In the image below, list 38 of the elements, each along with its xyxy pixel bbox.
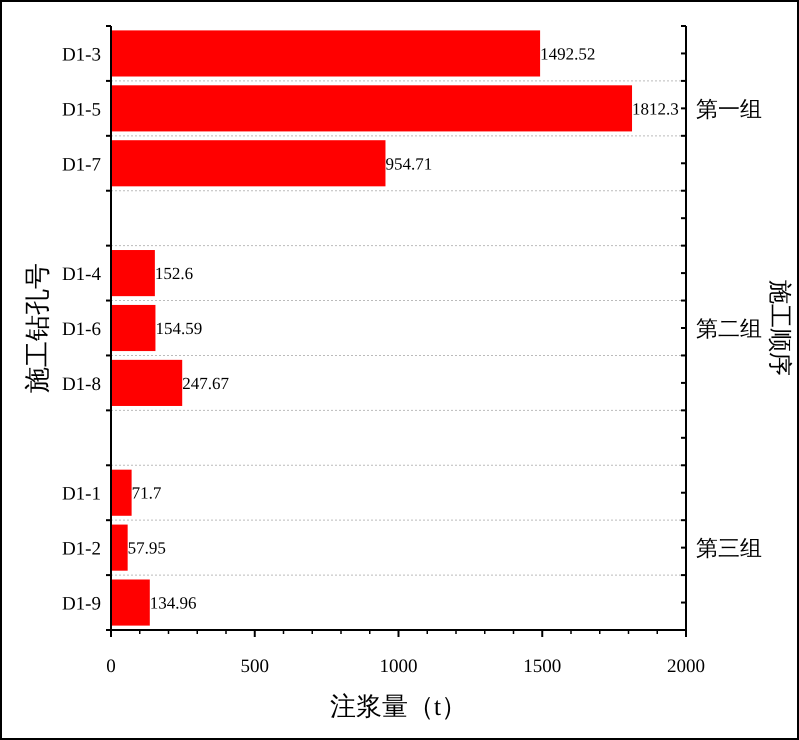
x-tick-label: 1500 xyxy=(523,656,562,677)
text: 第二组 xyxy=(696,316,762,341)
text: 第一组 xyxy=(696,96,762,122)
bar xyxy=(111,304,156,352)
bar xyxy=(111,524,128,571)
data-label: 954.71 xyxy=(385,154,432,174)
x-tick-label: 500 xyxy=(240,656,269,677)
y-tick-label: D1-4 xyxy=(62,264,102,286)
y-axis-title: 施工钻孔号 xyxy=(23,263,52,393)
y-tick-label: D1-1 xyxy=(62,484,101,505)
y-tick-label: D1-8 xyxy=(62,374,101,395)
y-tick-label: D1-2 xyxy=(62,538,101,560)
data-label: 1812.3 xyxy=(632,99,679,118)
y-tick-label: D1-7 xyxy=(62,154,101,176)
data-label: 57.95 xyxy=(128,538,166,558)
data-label: 1492.52 xyxy=(540,44,596,64)
x-tick-label: 0 xyxy=(106,656,116,677)
bar xyxy=(111,579,150,626)
y-tick-label: D1-9 xyxy=(62,594,101,615)
data-label: 247.67 xyxy=(182,374,230,393)
data-label: 154.59 xyxy=(155,319,202,338)
bar xyxy=(111,470,132,516)
bar xyxy=(111,250,155,296)
y2-axis-title: 施工顺序 xyxy=(766,280,793,376)
text: 第三组 xyxy=(696,536,762,561)
y-tick-label: D1-6 xyxy=(62,319,101,340)
x-tick-label: 2000 xyxy=(667,656,705,677)
bar xyxy=(111,30,540,77)
x-axis-title: 注浆量（t） xyxy=(330,692,468,721)
data-label: 71.7 xyxy=(132,484,162,503)
bar xyxy=(111,140,386,186)
y-tick-label: D1-3 xyxy=(62,44,101,66)
y-tick-label: D1-5 xyxy=(62,99,101,120)
bar xyxy=(111,85,632,132)
data-label: 134.96 xyxy=(150,594,197,613)
data-label: 152.6 xyxy=(154,264,194,284)
x-tick-label: 1000 xyxy=(380,656,418,677)
bar xyxy=(111,360,182,406)
